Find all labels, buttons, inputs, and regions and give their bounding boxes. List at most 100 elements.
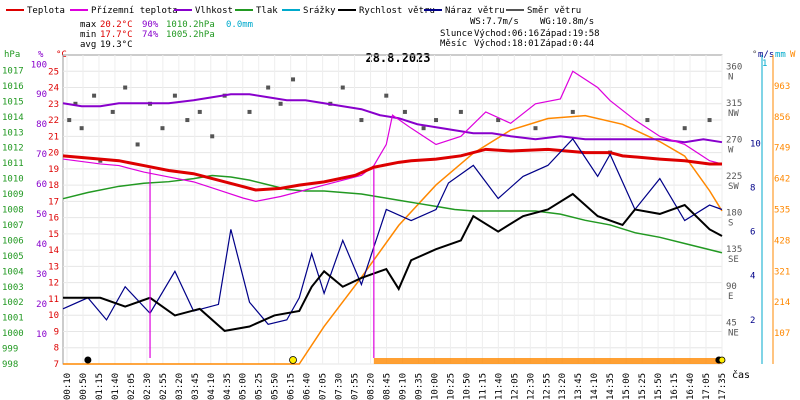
wind-direction-point (359, 118, 364, 123)
x-tick: 04:10 (207, 373, 217, 400)
y-tick-pressure: 1016 (2, 82, 24, 92)
x-tick: 13:20 (558, 373, 568, 400)
y-tick-humidity: 20 (36, 300, 47, 310)
y-tick-temp: 7 (54, 360, 59, 370)
wind-direction-point (421, 126, 426, 131)
y-tick-temp: 16 (48, 214, 59, 224)
x-tick: 13:45 (574, 373, 584, 400)
x-tick: 16:15 (670, 373, 680, 400)
sun-label: Slunce (440, 29, 473, 39)
legend-label-srazky: Srážky (303, 6, 336, 16)
unit-time: čas (732, 369, 750, 381)
sun-rise: Východ:06:16 (474, 29, 539, 39)
y-tick-pressure: 1001 (2, 314, 24, 324)
wind-direction-point (707, 118, 712, 123)
wind-direction-point (73, 101, 78, 106)
legend-label-teplota: Teplota (27, 6, 65, 16)
wind-direction-point (340, 85, 345, 90)
x-tick: 11:15 (478, 373, 488, 400)
y-tick-pressure: 1005 (2, 252, 24, 262)
unit-deg: ° (752, 50, 757, 60)
wind-direction-point (185, 118, 190, 123)
y-tick-solar: 535 (774, 206, 790, 216)
x-tick: 09:10 (398, 373, 408, 400)
x-tick: 16:40 (686, 373, 696, 400)
y-tick-solar: 642 (774, 175, 790, 185)
y-tick-direction-deg: 90 (726, 282, 737, 292)
y-tick-direction-deg: 225 (726, 172, 742, 182)
y-tick-temp: 23 (48, 100, 59, 110)
x-tick: 10:50 (462, 373, 472, 400)
unit-ms: m/s (758, 50, 774, 60)
x-tick: 08:45 (383, 373, 393, 400)
wind-direction-point (291, 77, 296, 82)
y-tick-pressure: 999 (2, 345, 18, 355)
y-tick-solar: 749 (774, 144, 790, 154)
wind-direction-point (247, 109, 252, 114)
y-tick-solar: 428 (774, 236, 790, 246)
y-tick-direction-name: SE (728, 255, 739, 265)
x-tick: 02:55 (159, 373, 169, 400)
wind-direction-point (570, 109, 575, 114)
x-tick: 02:05 (127, 373, 137, 400)
y-tick-temp: 20 (48, 149, 59, 159)
x-tick: 01:15 (95, 373, 105, 400)
grid (62, 54, 723, 365)
y-tick-humidity: 50 (36, 210, 47, 220)
moon-rise: Východ:18:01 (474, 39, 539, 49)
y-tick-humidity: 60 (36, 180, 47, 190)
x-tick: 05:00 (239, 373, 249, 400)
sunset-marker (718, 356, 726, 364)
moonset-marker (84, 356, 92, 364)
x-tick: 15:00 (622, 373, 632, 400)
wind-direction-point (92, 93, 97, 98)
wind-direction-point (278, 101, 283, 106)
legend-label-tlak: Tlak (256, 6, 278, 16)
y-tick-humidity: 90 (36, 90, 47, 100)
series-pressure (62, 174, 723, 254)
y-tick-pressure: 1014 (2, 113, 24, 123)
wind-direction-point (135, 142, 140, 147)
x-tick: 15:50 (654, 373, 664, 400)
y-tick-direction-name: NE (728, 328, 739, 338)
sun-set: Západ:19:58 (540, 29, 600, 39)
x-tick: 07:55 (351, 373, 361, 400)
legend: Teplota Přízemní teplota Vlhkost Tlak Sr… (6, 6, 581, 16)
wind-direction-point (210, 134, 215, 139)
y-tick-pressure: 1009 (2, 190, 24, 200)
wind-direction-point (434, 118, 439, 123)
y-tick-humidity: 70 (36, 150, 47, 160)
y-tick-direction-deg: 180 (726, 209, 742, 219)
y-tick-humidity: 100 (31, 60, 47, 70)
x-tick: 17:35 (718, 373, 728, 400)
x-tick: 10:00 (430, 373, 440, 400)
y-tick-direction-deg: 315 (726, 99, 742, 109)
wind-direction-point (160, 126, 165, 131)
unit-degc: °C (56, 50, 67, 60)
y-tick-temp: 15 (48, 230, 59, 240)
legend-label-vlhkost: Vlhkost (195, 6, 233, 16)
y-tick-pressure: 1015 (2, 97, 24, 107)
y-tick-humidity: 80 (36, 120, 47, 130)
y-tick-wind: 10 (750, 139, 761, 149)
x-tick: 07:30 (335, 373, 345, 400)
x-tick: 12:55 (542, 373, 552, 400)
stat-min-temp: 17.7°C (100, 30, 133, 40)
wind-direction-point (384, 93, 389, 98)
x-tick: 05:25 (255, 373, 265, 400)
y-tick-wind: 4 (750, 272, 755, 282)
wind-direction-point (123, 85, 128, 90)
y-tick-temp: 14 (48, 246, 59, 256)
y-tick-temp: 25 (48, 67, 59, 77)
series-gust (62, 137, 723, 325)
y-tick-pressure: 1010 (2, 175, 24, 185)
y-tick-wind: 2 (750, 316, 755, 326)
x-tick: 15:25 (638, 373, 648, 400)
x-tick: 17:05 (702, 373, 712, 400)
y-tick-temp: 11 (48, 295, 59, 305)
chart-title: 28.8.2023 (365, 51, 430, 65)
y-tick-humidity: 30 (36, 270, 47, 280)
plot-area (62, 70, 726, 365)
y-tick-solar: 214 (774, 298, 790, 308)
